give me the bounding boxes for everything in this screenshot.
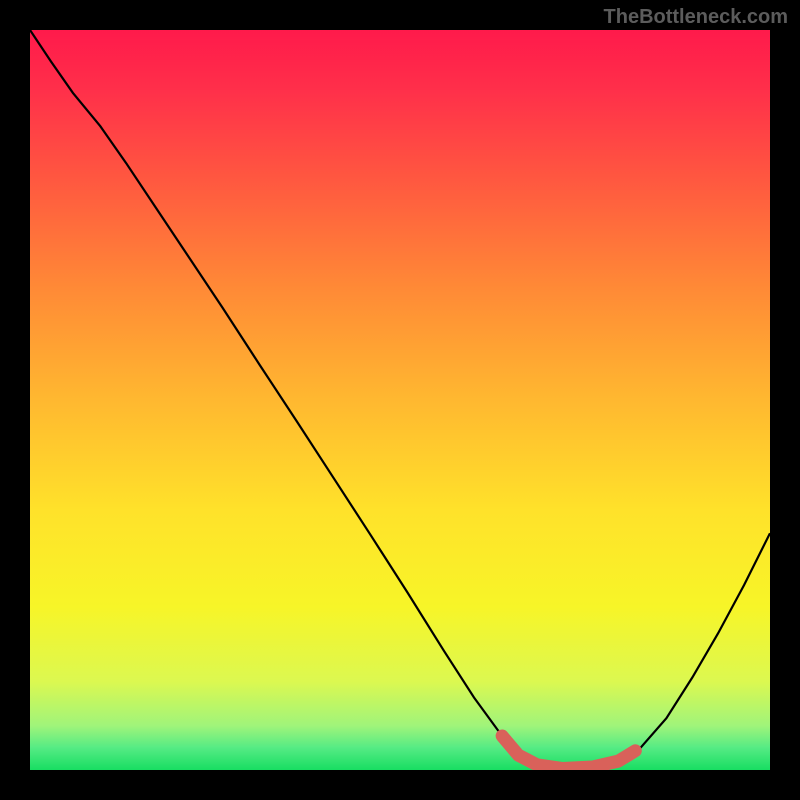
bottleneck-curve	[30, 30, 770, 770]
watermark-text: TheBottleneck.com	[604, 6, 788, 29]
plot-area	[30, 30, 770, 770]
curve-layer	[30, 30, 770, 770]
chart-root: TheBottleneck.com	[0, 0, 800, 800]
highlight-segment	[502, 736, 635, 769]
